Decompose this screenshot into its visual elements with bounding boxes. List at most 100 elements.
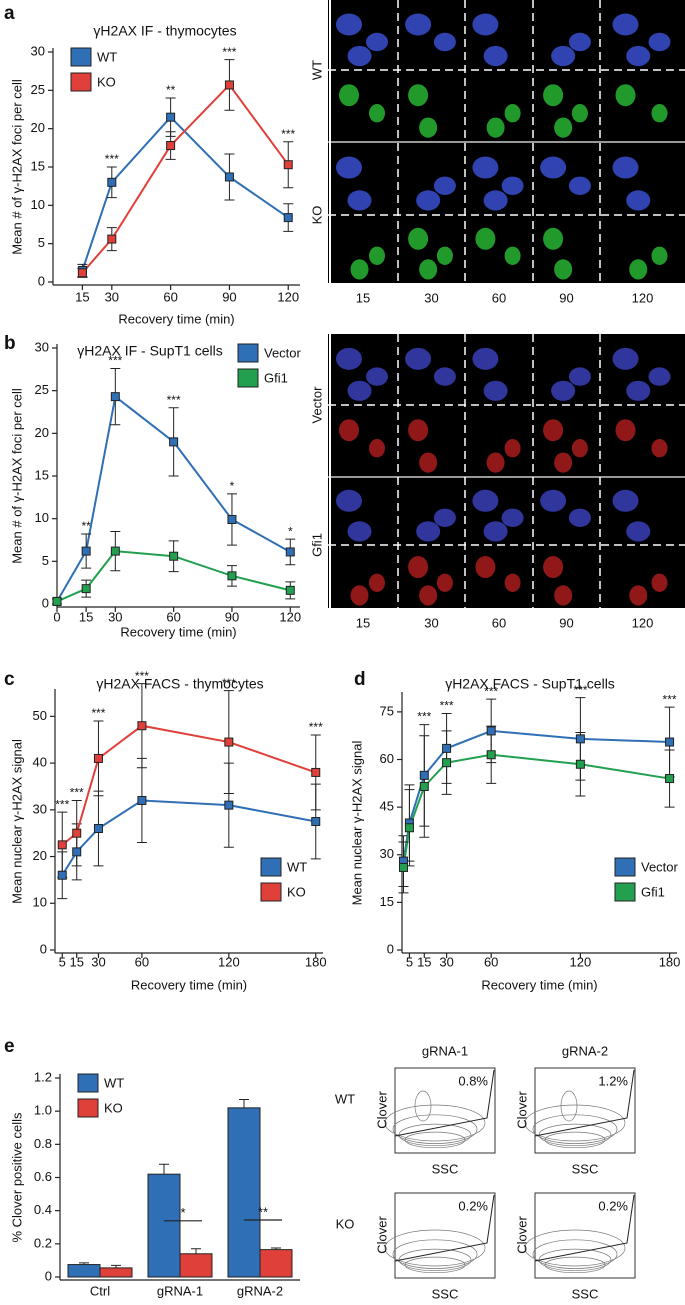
flow-plot: [394, 1067, 496, 1154]
bar: [147, 1173, 181, 1278]
legend-swatch: [77, 1073, 99, 1093]
nucleus: [612, 489, 639, 512]
y-tick-label: 0: [38, 273, 45, 288]
y-tick-label: 1.2: [34, 1069, 52, 1084]
legend-swatch: [614, 857, 636, 877]
image-column-label: 30: [424, 615, 438, 630]
y-tick-label: 45: [380, 799, 394, 814]
marker: [57, 870, 67, 880]
error-bar: [159, 1163, 169, 1175]
bar: [67, 1264, 101, 1278]
significance: ***: [55, 797, 69, 811]
y-tick-label: 0.2: [34, 1235, 52, 1250]
nucleus: [416, 521, 441, 542]
legend-label: Vector: [264, 345, 302, 360]
marker: [283, 160, 293, 170]
panel-letter: e: [4, 1036, 15, 1057]
y-tick-label: 10: [35, 510, 49, 525]
flow-row-label: KO: [336, 1216, 355, 1231]
contour: [392, 1239, 478, 1269]
significance: ***: [222, 45, 236, 59]
marker: [93, 753, 103, 763]
nucleus: [436, 246, 453, 265]
contour: [524, 1229, 626, 1267]
marker: [81, 584, 91, 594]
image-column-label: 60: [492, 615, 506, 630]
panel-letter: c: [4, 669, 15, 690]
nucleus: [554, 585, 573, 606]
significance: ***: [663, 692, 677, 706]
legend-label: WT: [97, 49, 117, 64]
y-tick-label: 10: [31, 197, 45, 212]
marker: [575, 734, 585, 744]
y-axis-label: % Clover positive cells: [9, 1112, 24, 1243]
flow-x-label: SSC: [432, 1286, 459, 1301]
marker: [665, 737, 675, 747]
x-axis-label: Recovery time (min): [131, 977, 247, 992]
x-tick-label: 180: [659, 954, 681, 969]
nucleus: [540, 489, 567, 512]
x-tick-label: gRNA-1: [157, 1283, 203, 1298]
y-tick-label: 30: [380, 846, 394, 861]
nucleus: [648, 367, 671, 386]
marker: [52, 596, 62, 606]
x-tick-label: 60: [484, 954, 498, 969]
bar: [259, 1249, 293, 1278]
series-line: [56, 394, 291, 602]
y-tick-label: 15: [31, 158, 45, 173]
marker: [110, 392, 120, 402]
nucleus: [486, 117, 505, 138]
legend-swatch: [70, 72, 92, 92]
nucleus: [433, 176, 456, 195]
y-tick-label: 15: [35, 467, 49, 482]
x-tick-label: 15: [69, 954, 83, 969]
nucleus: [543, 227, 564, 250]
nucleus: [419, 585, 438, 606]
marker: [72, 828, 82, 838]
y-tick-label: 0: [42, 595, 49, 610]
significance: **: [258, 1204, 268, 1219]
marker: [398, 862, 408, 872]
flow-x-label: SSC: [572, 1286, 599, 1301]
nucleus: [501, 508, 524, 527]
x-tick-label: 30: [439, 954, 453, 969]
marker: [77, 268, 87, 278]
flow-column-title: gRNA-2: [562, 1043, 608, 1058]
legend-swatch: [237, 368, 259, 388]
nucleus: [339, 84, 359, 107]
nucleus: [626, 190, 651, 211]
contour: [392, 1114, 478, 1144]
marker: [665, 774, 675, 784]
y-tick-label: 60: [380, 751, 394, 766]
x-tick-label: 90: [225, 609, 239, 624]
series-line: [402, 753, 670, 868]
significance: ***: [440, 699, 454, 713]
error-bar: [111, 1264, 121, 1268]
legend-label: Gfi1: [641, 884, 665, 899]
contour: [544, 1131, 606, 1149]
marker: [137, 721, 147, 731]
significance: ***: [484, 684, 498, 698]
significance: **: [81, 519, 91, 533]
nucleus: [405, 347, 432, 370]
error-bar: [239, 1099, 249, 1108]
significance: *: [230, 479, 235, 493]
marker: [224, 800, 234, 810]
y-tick-label: 0.4: [34, 1202, 52, 1217]
marker: [227, 515, 237, 525]
nucleus: [408, 419, 429, 442]
significance: ***: [417, 710, 431, 724]
y-tick-label: 40: [33, 755, 47, 770]
significance: ***: [70, 786, 84, 800]
legend-swatch: [260, 882, 282, 902]
y-axis-label: Mean # of γ-H2AX foci per cell: [9, 388, 24, 564]
x-tick-label: 120: [570, 954, 592, 969]
marker: [404, 823, 414, 833]
image-column-label: 30: [424, 290, 438, 305]
legend-label: WT: [287, 859, 307, 874]
significance: **: [166, 83, 176, 97]
image-column-label: 60: [492, 290, 506, 305]
legend-label: KO: [287, 884, 306, 899]
x-tick-label: gRNA-2: [237, 1283, 283, 1298]
y-tick-label: 30: [31, 43, 45, 58]
